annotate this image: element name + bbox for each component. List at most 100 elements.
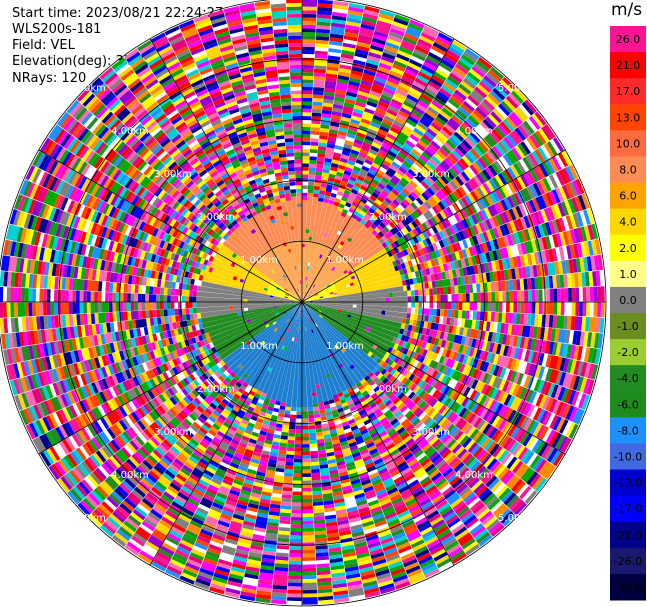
range-gate xyxy=(366,100,378,108)
range-gate xyxy=(334,450,343,456)
range-gate xyxy=(288,571,302,576)
range-gate xyxy=(494,431,504,444)
range-gate xyxy=(566,230,574,245)
range-gate xyxy=(342,405,350,411)
range-gate xyxy=(407,22,424,32)
range-gate xyxy=(524,240,534,254)
range-gate xyxy=(307,262,311,267)
range-gate xyxy=(478,371,486,382)
range-gate xyxy=(455,128,467,140)
range-gate xyxy=(445,78,459,90)
range-gate xyxy=(428,315,433,323)
range-gate xyxy=(530,338,537,351)
range-gate xyxy=(432,182,441,192)
range-gate xyxy=(429,184,438,194)
range-gate xyxy=(411,130,422,140)
range-gate xyxy=(404,261,410,268)
range-gate xyxy=(431,155,441,165)
range-gate xyxy=(597,286,605,302)
range-gate xyxy=(355,159,364,166)
range-gate xyxy=(344,495,357,509)
range-gate xyxy=(431,315,437,323)
range-gate xyxy=(395,458,406,467)
range-gate xyxy=(431,170,440,180)
range-gate xyxy=(465,293,470,302)
range-gate xyxy=(555,171,565,186)
range-gate xyxy=(454,310,459,319)
range-gate xyxy=(463,541,478,553)
range-gate xyxy=(425,350,439,362)
range-gate xyxy=(347,179,356,186)
range-gate xyxy=(334,400,342,406)
range-gate xyxy=(75,302,80,314)
range-gate xyxy=(407,324,413,331)
range-gate xyxy=(302,112,312,117)
range-gate xyxy=(387,181,396,189)
range-gate xyxy=(495,416,505,429)
range-gate xyxy=(555,356,563,371)
range-gate xyxy=(412,188,422,197)
range-gate xyxy=(470,112,483,124)
field-text: Field: VEL xyxy=(12,38,75,53)
range-gate xyxy=(288,564,302,572)
range-gate xyxy=(377,182,386,190)
range-gate xyxy=(326,451,335,457)
range-gate xyxy=(337,243,343,249)
range-gate xyxy=(501,406,510,419)
range-gate xyxy=(451,478,464,489)
range-gate xyxy=(508,208,517,221)
range-gate xyxy=(302,243,325,302)
range-gate xyxy=(417,256,424,264)
range-gate xyxy=(488,342,495,353)
range-gate xyxy=(331,439,340,445)
range-gate xyxy=(379,146,390,154)
range-gate xyxy=(490,480,503,493)
range-gate xyxy=(336,460,346,467)
range-gate xyxy=(272,489,283,495)
range-gate xyxy=(470,460,481,472)
range-gate xyxy=(371,405,380,412)
range-gate xyxy=(440,302,445,310)
range-gate xyxy=(419,115,433,128)
range-gate xyxy=(502,380,510,393)
range-gate xyxy=(315,428,323,433)
range-gate xyxy=(394,216,402,224)
range-gate xyxy=(557,152,569,168)
range-gate xyxy=(462,453,473,465)
range-gate xyxy=(551,219,560,234)
range-gate xyxy=(589,302,594,317)
range-gate xyxy=(268,514,280,520)
range-gate xyxy=(287,597,302,602)
range-gate xyxy=(319,409,326,414)
range-gate xyxy=(531,351,538,364)
range-gate xyxy=(367,55,381,63)
range-gate xyxy=(541,340,547,354)
range-gate xyxy=(387,557,402,566)
range-gate xyxy=(350,118,361,125)
range-gate xyxy=(457,448,468,459)
range-gate xyxy=(434,371,442,381)
range-gate xyxy=(340,440,349,447)
range-gate xyxy=(440,199,449,209)
range-gate xyxy=(472,245,479,256)
range-gate xyxy=(312,292,390,302)
range-gate xyxy=(512,313,517,324)
range-gate xyxy=(119,302,124,312)
range-gate xyxy=(467,337,474,347)
range-gate xyxy=(595,270,601,286)
range-gate xyxy=(327,259,332,264)
range-gate xyxy=(555,417,566,433)
range-gate xyxy=(445,206,454,216)
range-gate xyxy=(476,531,491,544)
range-gate xyxy=(585,271,590,287)
range-gate xyxy=(358,425,367,432)
range-gate xyxy=(433,214,441,224)
range-gate xyxy=(369,194,377,202)
range-gate xyxy=(514,502,527,516)
range-gate xyxy=(379,583,395,591)
range-gate xyxy=(302,542,315,547)
range-gate xyxy=(579,257,585,273)
range-gate xyxy=(406,247,412,255)
range-gate xyxy=(339,123,349,130)
range-gate xyxy=(435,414,444,424)
